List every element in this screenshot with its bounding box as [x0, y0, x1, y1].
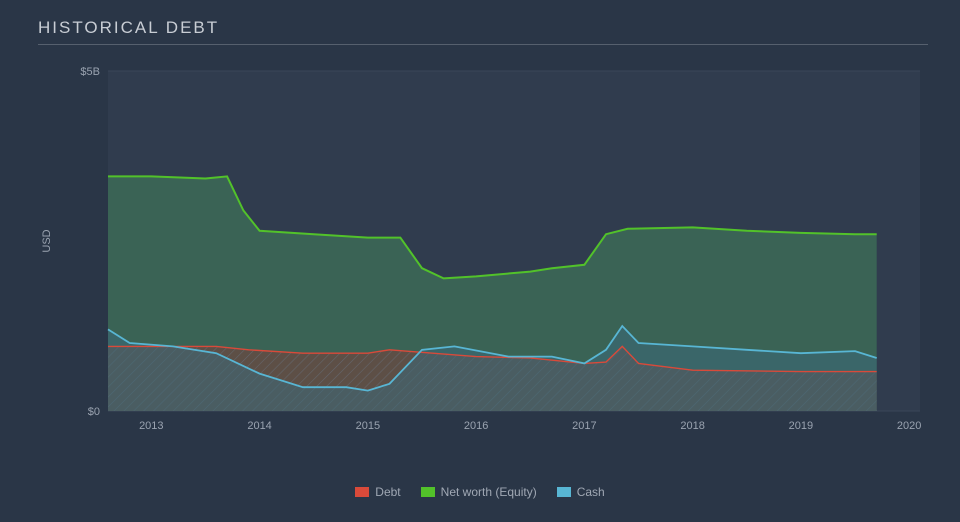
y-tick-label: $5B — [80, 66, 100, 78]
title-row: HISTORICAL DEBT — [38, 18, 928, 45]
legend-item-equity: Net worth (Equity) — [421, 485, 537, 499]
x-tick-label: 2013 — [139, 420, 163, 432]
legend-label: Debt — [375, 485, 400, 499]
legend-label: Net worth (Equity) — [441, 485, 537, 499]
x-tick-label: 2020 — [897, 420, 921, 432]
legend: Debt Net worth (Equity) Cash — [28, 485, 932, 500]
chart-panel: HISTORICAL DEBT $0 $5B USD 2013 2014 2015 2016… — [0, 0, 960, 522]
legend-item-cash: Cash — [557, 485, 605, 499]
x-tick-label: 2015 — [356, 420, 380, 432]
x-tick-label: 2014 — [247, 420, 271, 432]
x-tick-label: 2016 — [464, 420, 488, 432]
x-tick-label: 2018 — [680, 420, 704, 432]
y-axis-label: USD — [41, 229, 53, 252]
legend-swatch — [355, 487, 369, 497]
x-tick-label: 2017 — [572, 420, 596, 432]
x-tick-label: 2019 — [789, 420, 813, 432]
chart-svg: $0 $5B USD 2013 2014 2015 2016 2017 2018 2019 2020 — [28, 51, 960, 481]
legend-item-debt: Debt — [355, 485, 400, 499]
legend-label: Cash — [577, 485, 605, 499]
chart-title: HISTORICAL DEBT — [38, 18, 928, 38]
legend-swatch — [421, 487, 435, 497]
legend-swatch — [557, 487, 571, 497]
chart-area: $0 $5B USD 2013 2014 2015 2016 2017 2018 2019 2020 — [28, 51, 932, 481]
y-tick-label: $0 — [88, 406, 100, 418]
